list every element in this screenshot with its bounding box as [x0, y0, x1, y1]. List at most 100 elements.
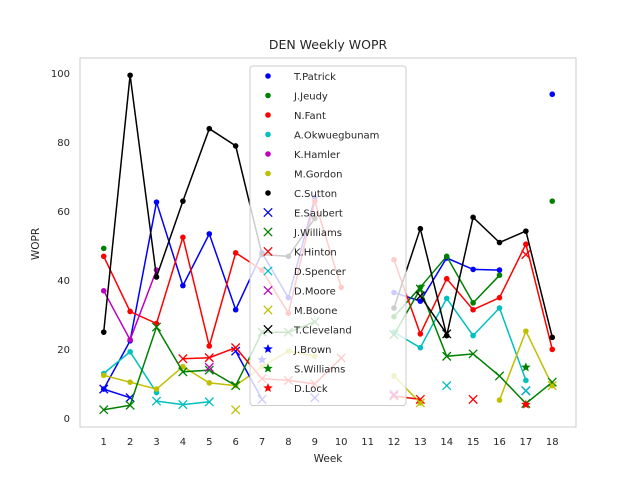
legend-marker-d-lock [263, 383, 273, 393]
data-point-c-sutton [470, 214, 476, 221]
legend-label-d-lock: D.Lock [294, 384, 328, 395]
legend-marker-n-fant [265, 112, 271, 118]
data-point-j-jeudy [417, 284, 424, 291]
legend: T.Patrick J.Jeudy N.Fant A.Okwuegbunam K.Ham… [249, 65, 407, 406]
data-point-d-spencer [521, 386, 531, 396]
legend-marker-j-williams [263, 227, 273, 237]
legend-marker-s-williams [263, 363, 273, 373]
legend-marker-e-saubert [263, 207, 273, 218]
legend-marker-a-okwuegbunam [265, 131, 271, 138]
data-point-c-sutton [232, 143, 239, 149]
x-tick-label: 15 [467, 437, 480, 448]
data-point-j-jeudy [100, 245, 107, 252]
legend-label-s-williams: S.Williams [294, 364, 345, 375]
legend-label-e-saubert: E.Saubert [294, 208, 343, 219]
data-point-a-okwuegbunam [496, 305, 503, 311]
data-point-j-williams [468, 349, 478, 359]
x-tick-label: 11 [361, 437, 374, 448]
data-point-j-jeudy [549, 198, 556, 204]
data-point-n-fant [206, 343, 213, 349]
y-tick-labels: 0 20 40 60 80 100 [51, 69, 70, 425]
legend-label-d-moore: D.Moore [294, 286, 336, 297]
x-axis-label: Week [314, 453, 344, 465]
x-tick-label: 10 [335, 437, 348, 448]
data-point-k-hinton [521, 249, 531, 260]
legend-box [249, 65, 407, 406]
data-point-m-gordon [523, 328, 529, 334]
data-point-t-cleveland [442, 329, 452, 339]
legend-marker-m-boone [263, 305, 273, 315]
legend-marker-k-hamler [265, 151, 271, 157]
data-point-c-sutton [549, 334, 556, 341]
data-point-m-gordon [127, 379, 133, 385]
data-point-n-fant [523, 241, 529, 248]
data-point-n-fant [180, 234, 186, 241]
data-point-d-spencer [204, 397, 214, 407]
data-point-a-okwuegbunam [523, 377, 529, 384]
data-point-t-patrick [206, 231, 213, 237]
data-point-j-williams [547, 377, 557, 387]
data-point-t-patrick [417, 298, 424, 304]
legend-label-n-fant: N.Fant [294, 111, 326, 122]
legend-marker-k-hinton [263, 246, 273, 257]
x-tick-label: 9 [312, 437, 318, 448]
x-tick-label: 2 [127, 437, 133, 448]
legend-label-c-sutton: C.Sutton [294, 189, 337, 200]
data-point-n-fant [100, 253, 107, 260]
data-point-n-fant [496, 294, 503, 301]
data-point-n-fant [443, 275, 450, 282]
data-point-c-sutton [206, 125, 213, 132]
data-point-k-hinton [415, 394, 425, 405]
data-point-a-okwuegbunam [417, 344, 424, 351]
y-tick-label: 20 [57, 345, 70, 356]
x-tick-label: 12 [388, 437, 401, 448]
x-tick-label: 7 [259, 437, 265, 448]
legend-label-m-gordon: M.Gordon [294, 169, 342, 180]
series-d-spencer [151, 380, 531, 410]
data-point-n-fant [127, 308, 133, 315]
legend-label-j-brown: J.Brown [293, 345, 332, 356]
legend-marker-t-cleveland [263, 324, 273, 335]
data-point-m-boone [231, 405, 241, 415]
data-point-t-patrick [180, 282, 186, 289]
y-axis-label: WOPR [30, 228, 42, 260]
data-point-m-gordon [100, 372, 107, 379]
series-j-jeudy [100, 198, 556, 320]
data-point-j-williams [125, 400, 135, 410]
data-point-t-patrick [232, 306, 239, 313]
series-t-cleveland [415, 291, 452, 339]
data-point-m-gordon [496, 397, 503, 403]
series-line-a-okwuegbunam [393, 296, 527, 381]
series-m-boone [231, 380, 557, 415]
data-point-d-spencer [442, 380, 452, 391]
legend-label-t-cleveland: T.Cleveland [293, 325, 352, 336]
x-tick-label: 14 [440, 437, 453, 448]
data-point-a-okwuegbunam [470, 332, 476, 339]
data-point-j-williams [99, 405, 109, 415]
x-tick-label: 18 [546, 437, 559, 448]
legend-marker-c-sutton [265, 190, 271, 196]
legend-label-j-jeudy: J.Jeudy [293, 91, 328, 102]
data-point-c-sutton [523, 228, 529, 234]
legend-label-d-spencer: D.Spencer [294, 267, 347, 278]
data-point-c-sutton [127, 72, 133, 79]
data-point-n-fant [417, 331, 424, 337]
y-tick-label: 0 [64, 414, 70, 425]
x-tick-label: 17 [520, 437, 533, 448]
data-point-c-sutton [153, 274, 160, 280]
data-point-k-hinton [468, 394, 478, 405]
legend-label-m-boone: M.Boone [294, 306, 337, 317]
data-point-j-williams [178, 367, 188, 377]
chart-title: DEN Weekly WOPR [269, 37, 388, 52]
data-point-m-boone [547, 380, 557, 391]
data-point-n-fant [549, 346, 556, 353]
data-point-e-saubert [99, 384, 109, 394]
legend-label-a-okwuegbunam: A.Okwuegbunam [294, 130, 379, 141]
data-point-j-jeudy [470, 300, 476, 306]
data-point-c-sutton [417, 225, 424, 232]
data-point-k-hamler [127, 336, 133, 343]
series-d-lock [521, 399, 531, 409]
x-tick-labels: 1 2 3 4 5 6 7 8 9 10 11 12 13 14 15 16 17 18 [101, 437, 559, 448]
legend-marker-d-spencer [263, 266, 273, 276]
